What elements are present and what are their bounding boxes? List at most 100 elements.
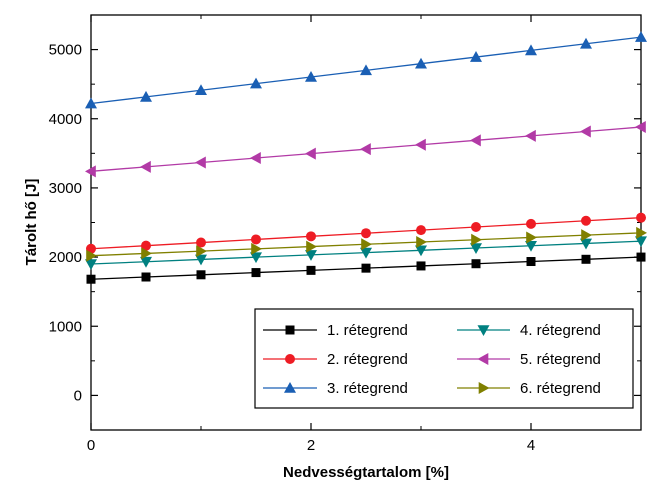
- data-point: [636, 252, 646, 262]
- legend-marker: [477, 325, 490, 336]
- series-3: [85, 31, 647, 109]
- data-point: [360, 247, 372, 259]
- y-axis-title: Tárolt hő [J]: [23, 179, 40, 266]
- data-point: [140, 160, 151, 173]
- legend-marker: [285, 325, 295, 335]
- data-point: [580, 37, 592, 49]
- data-point: [580, 125, 591, 138]
- data-point: [140, 256, 152, 268]
- legend-marker: [284, 382, 296, 393]
- data-point: [471, 233, 482, 246]
- data-point: [526, 257, 536, 267]
- y-tick-label: 2000: [49, 249, 82, 266]
- data-point: [250, 77, 262, 89]
- data-point: [360, 64, 372, 76]
- series-5: [85, 121, 646, 178]
- data-point: [361, 228, 371, 239]
- data-point: [141, 240, 151, 251]
- data-point: [635, 31, 647, 42]
- data-point: [416, 261, 426, 271]
- data-point: [305, 70, 317, 82]
- data-point: [636, 226, 647, 239]
- x-tick-label: 4: [527, 437, 535, 454]
- data-point: [250, 152, 261, 165]
- data-point: [526, 231, 537, 244]
- y-tick-label: 5000: [49, 42, 82, 59]
- data-point: [361, 238, 372, 251]
- data-point: [251, 242, 262, 255]
- data-point: [85, 165, 96, 178]
- legend-label: 2. rétegrend: [327, 351, 408, 368]
- data-point: [306, 231, 316, 242]
- data-point: [525, 240, 537, 252]
- data-point: [415, 245, 427, 257]
- data-point: [581, 229, 592, 242]
- data-point: [86, 249, 97, 262]
- data-point: [196, 270, 206, 280]
- data-point: [470, 134, 481, 147]
- data-point: [361, 263, 371, 273]
- legend-item: 2. rétegrend: [263, 351, 408, 368]
- x-tick-label: 2: [307, 437, 315, 454]
- data-point: [306, 240, 317, 253]
- legend-label: 6. rétegrend: [520, 380, 601, 397]
- legend-item: 3. rétegrend: [263, 380, 408, 397]
- y-tick-label: 3000: [49, 180, 82, 197]
- legend-label: 4. rétegrend: [520, 322, 601, 339]
- y-tick-label: 0: [74, 387, 82, 404]
- data-point: [360, 143, 371, 156]
- legend-marker: [478, 382, 490, 394]
- data-point: [140, 90, 152, 102]
- data-point: [416, 225, 426, 236]
- data-point: [141, 272, 151, 282]
- data-point: [195, 84, 207, 96]
- y-tick-label: 1000: [49, 318, 82, 335]
- data-point: [85, 97, 97, 109]
- data-point: [471, 221, 481, 232]
- legend-box: [254, 308, 634, 409]
- data-point: [526, 218, 536, 229]
- legend-item: 6. rétegrend: [457, 380, 601, 397]
- data-point: [580, 238, 592, 250]
- data-point: [306, 265, 316, 275]
- data-point: [415, 57, 427, 69]
- series-6: [86, 226, 647, 262]
- x-tick-label: 0: [87, 437, 95, 454]
- data-point: [305, 147, 316, 160]
- y-tick-label: 4000: [49, 111, 82, 128]
- legend-label: 1. rétegrend: [327, 322, 408, 339]
- legend-marker: [285, 354, 295, 364]
- legend-item: 1. rétegrend: [263, 322, 408, 339]
- data-point: [251, 268, 261, 278]
- data-point: [415, 138, 426, 151]
- data-point: [195, 156, 206, 169]
- data-point: [141, 247, 152, 260]
- legend-item: 4. rétegrend: [457, 322, 601, 339]
- legend-marker: [477, 353, 489, 365]
- data-point: [525, 44, 537, 56]
- data-point: [470, 51, 482, 62]
- data-point: [250, 252, 262, 264]
- data-point: [85, 259, 97, 270]
- data-point: [635, 236, 647, 248]
- data-point: [525, 129, 536, 142]
- data-point: [86, 274, 96, 284]
- data-point: [416, 236, 427, 249]
- legend-item: 5. rétegrend: [457, 351, 601, 368]
- series-4: [85, 236, 647, 270]
- data-point: [581, 254, 591, 264]
- data-point: [581, 215, 591, 226]
- data-point: [195, 254, 207, 266]
- legend-label: 5. rétegrend: [520, 351, 601, 368]
- x-axis-title: Nedvességtartalom [%]: [283, 464, 449, 481]
- data-point: [196, 237, 206, 248]
- data-point: [471, 259, 481, 269]
- data-point: [635, 121, 646, 134]
- series-2: [86, 212, 646, 254]
- data-point: [470, 243, 482, 255]
- legend-label: 3. rétegrend: [327, 380, 408, 397]
- data-point: [196, 245, 207, 258]
- data-point: [305, 250, 317, 261]
- data-point: [636, 212, 646, 223]
